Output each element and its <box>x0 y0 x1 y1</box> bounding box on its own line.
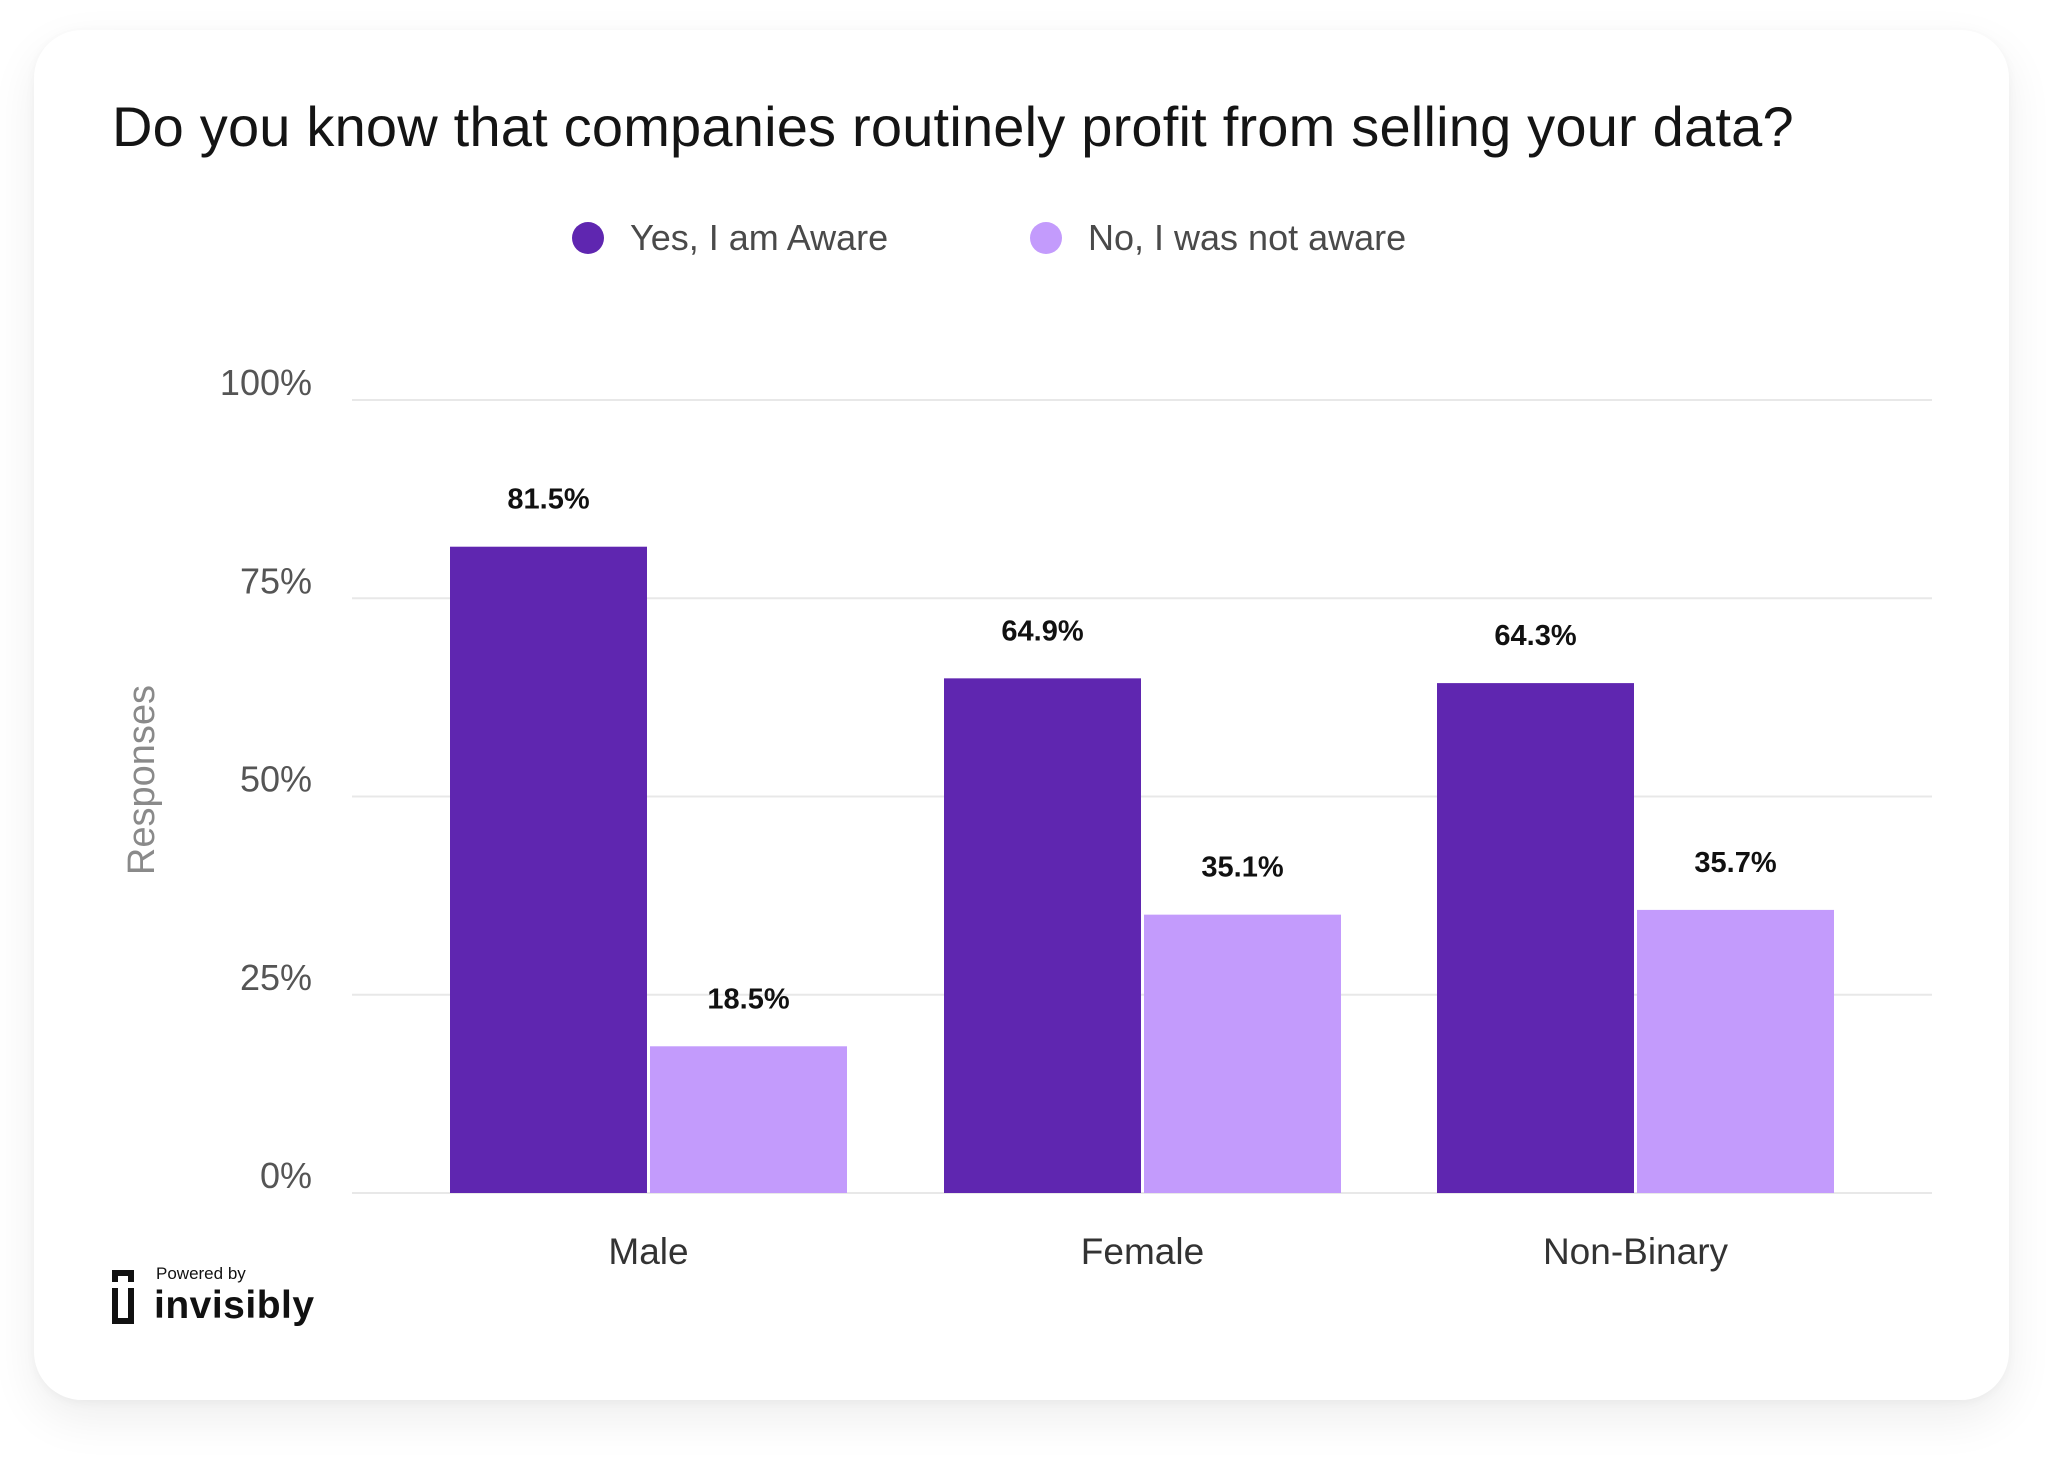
data-label: 18.5% <box>707 983 789 1015</box>
y-tick-label: 25% <box>240 957 312 998</box>
y-tick-label: 50% <box>240 759 312 800</box>
invisibly-logo-icon <box>112 1270 134 1324</box>
legend-swatch-no <box>1030 222 1062 254</box>
y-tick-label: 100% <box>220 362 312 403</box>
data-label: 64.9% <box>1001 615 1083 647</box>
bar <box>1144 914 1341 1193</box>
x-category-label: Non-Binary <box>1543 1231 1729 1272</box>
data-label: 35.7% <box>1694 847 1776 879</box>
x-category-label: Female <box>1081 1231 1204 1272</box>
powered-by-text: Powered by <box>156 1264 246 1283</box>
chart-legend: Yes, I am Aware No, I was not aware <box>0 217 2048 258</box>
legend-label-yes: Yes, I am Aware <box>630 217 889 258</box>
brand-name: invisibly <box>154 1284 315 1327</box>
chart-title: Do you know that companies routinely pro… <box>112 95 1794 158</box>
y-axis-label: Responses <box>121 685 163 875</box>
y-tick-label: 75% <box>240 560 312 601</box>
bar <box>944 678 1141 1193</box>
bar <box>650 1046 847 1193</box>
x-category-label: Male <box>608 1231 688 1272</box>
y-tick-label: 0% <box>260 1155 312 1196</box>
data-label: 35.1% <box>1201 852 1283 884</box>
bar <box>1437 683 1634 1193</box>
legend-item-no: No, I was not aware <box>1030 217 1407 258</box>
data-label: 81.5% <box>507 484 589 516</box>
data-label: 64.3% <box>1494 620 1576 652</box>
bar <box>450 546 647 1193</box>
powered-by-badge: Powered by invisibly <box>108 1262 328 1332</box>
legend-label-no: No, I was not aware <box>1088 217 1407 258</box>
legend-swatch-yes <box>572 222 604 254</box>
bar <box>1637 909 1834 1193</box>
legend-item-yes: Yes, I am Aware <box>572 217 889 258</box>
